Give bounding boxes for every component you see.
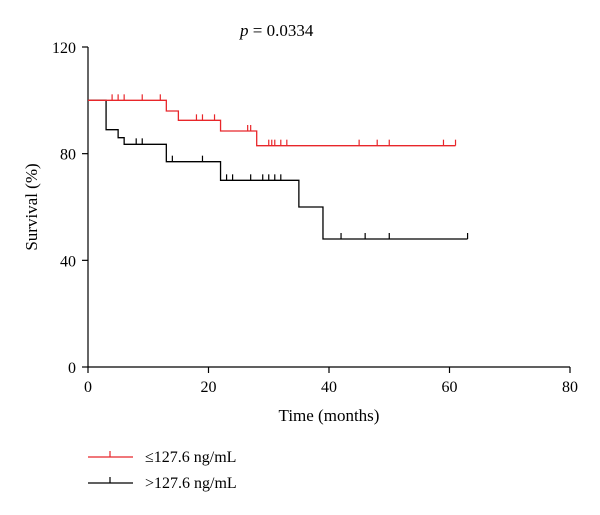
- legend: ≤127.6 ng/mL >127.6 ng/mL: [88, 449, 237, 492]
- y-axis-title: Survival (%): [22, 163, 41, 250]
- p-symbol: p: [239, 21, 249, 40]
- p-value-annotation: p = 0.0334: [239, 21, 314, 40]
- legend-label: >127.6 ng/mL: [145, 475, 237, 492]
- y-tick-label: 0: [68, 360, 76, 377]
- legend-label: ≤127.6 ng/mL: [145, 449, 236, 466]
- x-tick-label: 60: [442, 379, 458, 396]
- y-tick-label: 120: [52, 40, 76, 57]
- survival-curve-series-1: [88, 99, 456, 147]
- legend-item-1: ≤127.6 ng/mL: [88, 449, 236, 466]
- plot-area: [88, 94, 469, 240]
- x-tick-label: 0: [84, 379, 92, 396]
- x-tick-label: 80: [562, 379, 578, 396]
- survival-curve-series-2: [88, 99, 468, 240]
- x-tick-label: 40: [321, 379, 337, 396]
- x-axis-title: Time (months): [279, 406, 380, 425]
- y-tick-label: 40: [60, 253, 76, 270]
- p-value: = 0.0334: [249, 21, 314, 40]
- axes: 0 20 40 60 80 0 40 80 120: [52, 40, 578, 396]
- y-tick-label: 80: [60, 147, 76, 164]
- legend-item-2: >127.6 ng/mL: [88, 475, 237, 492]
- x-tick-label: 20: [201, 379, 217, 396]
